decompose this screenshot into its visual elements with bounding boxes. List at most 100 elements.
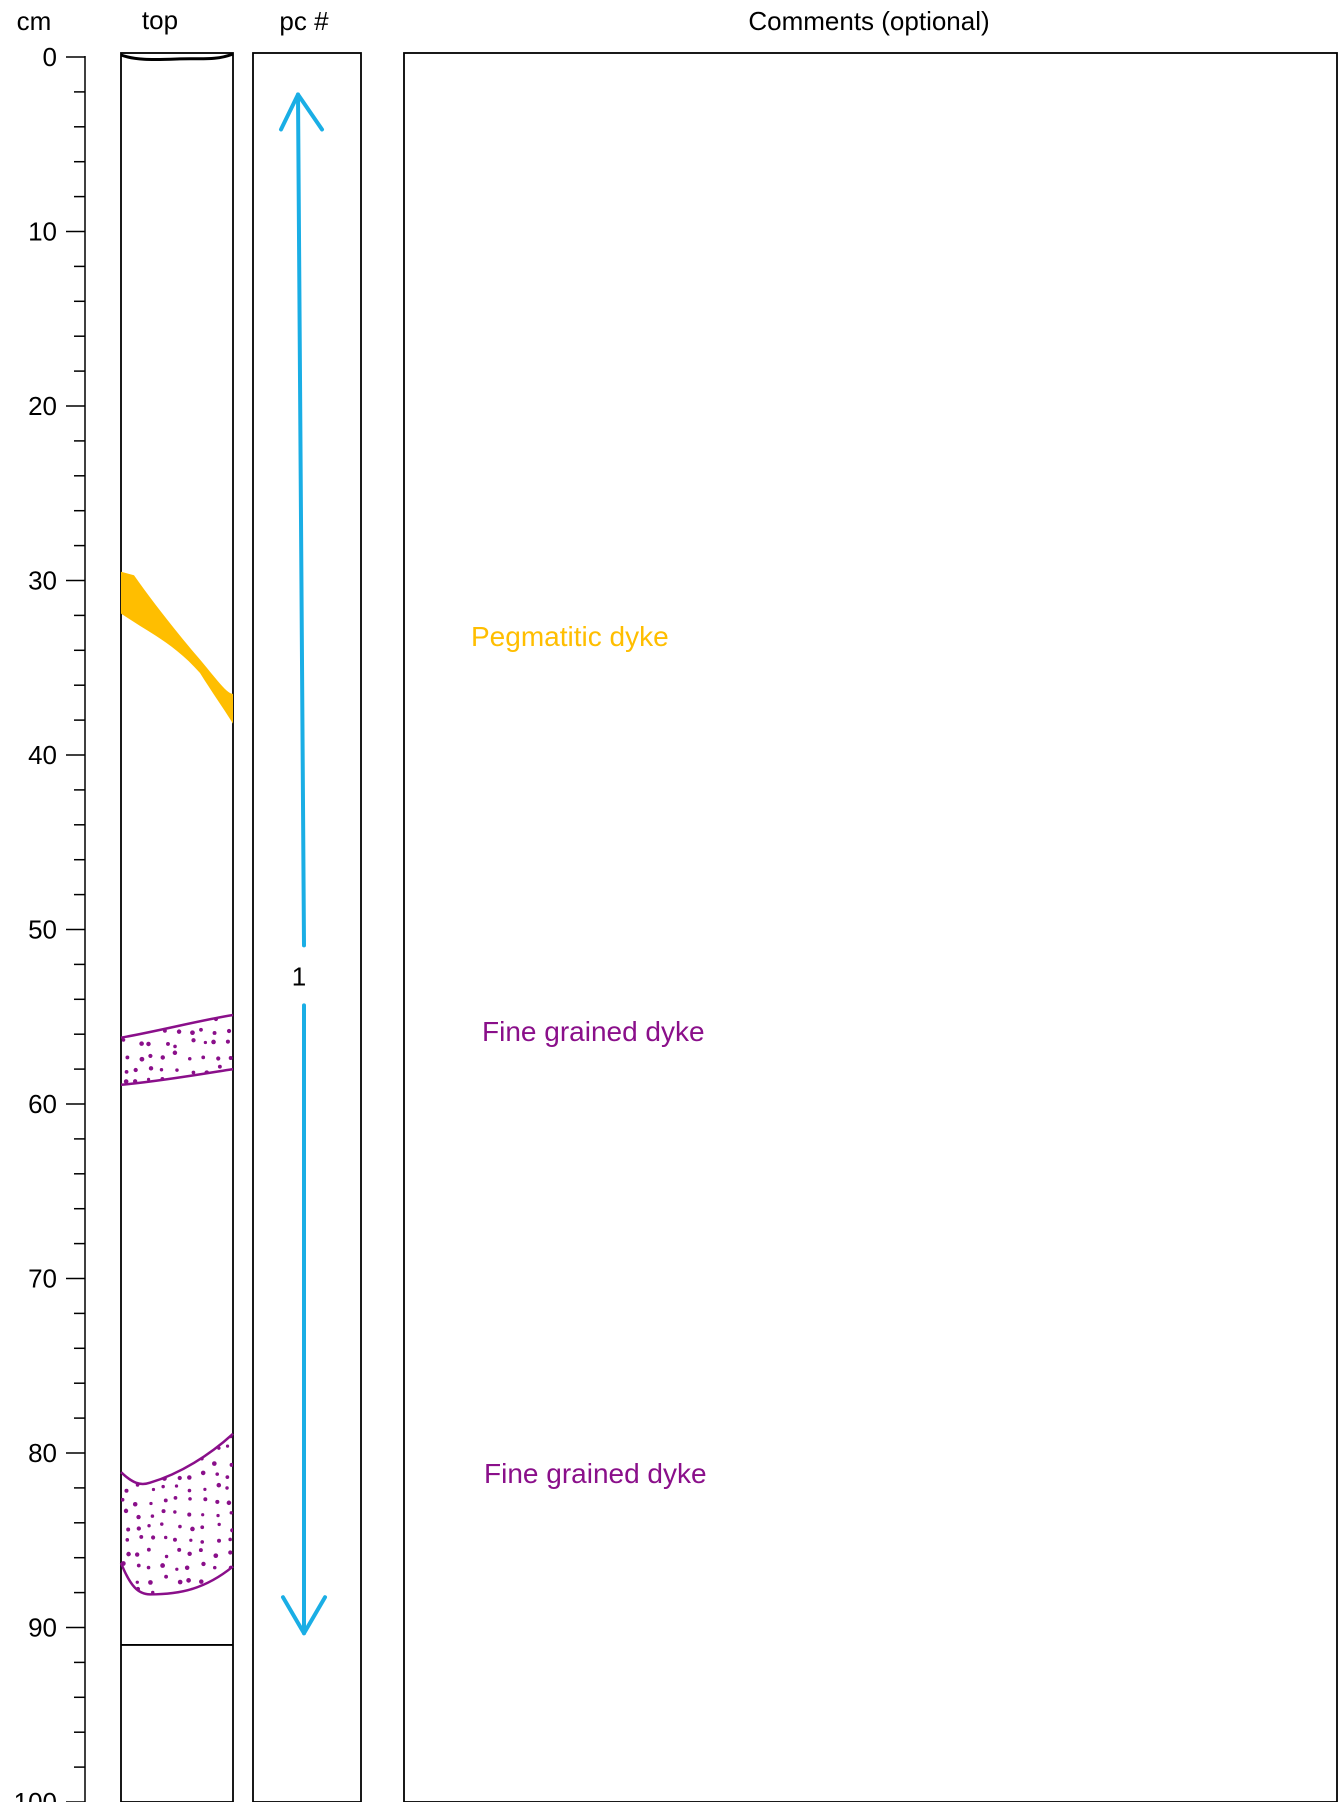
piece-column-frame (252, 52, 362, 1802)
grain-dot (172, 1050, 178, 1056)
piece-column-header: pc # (279, 6, 329, 36)
grain-dot (228, 1550, 233, 1555)
comments-column-header: Comments (optional) (748, 6, 989, 36)
grain-dot (146, 1565, 151, 1570)
grain-dot (148, 1053, 153, 1059)
depth-tick-label: 10 (28, 217, 57, 247)
dyke-bottom-contact (120, 1067, 234, 1087)
grain-dot (191, 1038, 196, 1043)
grain-dot (187, 1057, 192, 1061)
grain-dot (174, 1484, 179, 1488)
grain-dot (126, 1527, 131, 1532)
pegmatite-band (121, 571, 233, 724)
grain-dot (160, 1563, 165, 1568)
grain-dot (215, 1472, 220, 1476)
grain-dot (229, 1511, 233, 1515)
grain-dot (139, 1056, 145, 1062)
grain-dot (198, 1548, 203, 1553)
grain-dot (225, 1039, 230, 1044)
grain-dot (132, 1501, 138, 1507)
grain-dot (201, 1513, 205, 1517)
grain-dot (172, 1537, 177, 1542)
dyke-top-contact (120, 1432, 234, 1486)
grain-dot (121, 1038, 126, 1042)
grain-dot (225, 1475, 230, 1479)
grain-dot (200, 1525, 205, 1530)
grain-dot (187, 1475, 192, 1480)
arrow-down-icon (281, 1595, 327, 1636)
grain-dot (203, 1487, 207, 1491)
depth-tick-label: 20 (28, 391, 57, 421)
depth-scale: 0 10 20 30 40 50 60 70 80 90 100 (14, 42, 86, 1802)
grain-dot (211, 1461, 217, 1466)
grain-dot (139, 1534, 144, 1539)
grain-dot (159, 1068, 164, 1072)
grain-dot (187, 1512, 192, 1517)
comments-column[interactable] (403, 52, 1338, 1802)
grain-dot (217, 1538, 222, 1543)
feature-label: Pegmatitic dyke (471, 621, 669, 652)
grain-dot (146, 1547, 151, 1552)
grain-dot (216, 1482, 222, 1488)
grain-dot (173, 1496, 178, 1500)
grain-dot (228, 1056, 233, 1061)
grain-dot (164, 1574, 168, 1579)
grain-dot (188, 1497, 192, 1501)
grain-dot (136, 1526, 141, 1531)
feature-1: Pegmatitic dyke (121, 571, 669, 724)
grain-dot (173, 1510, 177, 1514)
core-top-boundary (120, 52, 234, 61)
grain-dot (124, 1069, 129, 1074)
depth-tick-label: 90 (28, 1613, 57, 1643)
grain-dot (191, 1070, 196, 1075)
grain-dot (160, 1055, 165, 1060)
grain-dot (134, 1552, 140, 1557)
grain-dot (216, 1513, 220, 1518)
grain-dot (163, 1498, 168, 1503)
grain-dot (177, 1475, 182, 1481)
piece-column: 1 (252, 52, 362, 1802)
grain-dot (187, 1488, 192, 1493)
piece-number: 1 (292, 961, 306, 991)
grain-dot (160, 1522, 164, 1526)
grain-dot (225, 1444, 230, 1448)
grain-dot (139, 1041, 144, 1046)
piece-arrow: 1 (279, 92, 327, 1636)
feature-label: Fine grained dyke (482, 1016, 705, 1047)
grain-dot (216, 1056, 221, 1061)
grain-dot (184, 1565, 190, 1571)
grain-dot (213, 1553, 219, 1559)
arrow-up-icon (279, 92, 324, 132)
grain-dot (226, 1028, 232, 1034)
grain-dot (161, 1509, 166, 1514)
grain-dot (146, 1077, 151, 1082)
grain-dot (199, 1579, 204, 1584)
grain-dot (146, 1041, 151, 1047)
grain-dot (212, 1565, 217, 1570)
grain-dot (189, 1538, 193, 1542)
depth-unit-header: cm (17, 6, 52, 36)
grain-dot (225, 1486, 229, 1490)
grain-dot (136, 1514, 141, 1520)
grain-dot (161, 1484, 165, 1489)
grain-dot (175, 1567, 179, 1571)
grain-dot (173, 1044, 177, 1049)
feature-label: Fine grained dyke (484, 1458, 707, 1489)
grain-dot (217, 1064, 222, 1069)
grain-dot (123, 1508, 129, 1514)
grain-dot (215, 1499, 220, 1504)
dyke-bottom-contact (119, 1562, 234, 1596)
grain-dot (126, 1551, 131, 1557)
grain-dot (203, 1497, 208, 1502)
grain-dot (178, 1524, 182, 1529)
depth-tick-label: 100 (14, 1787, 57, 1802)
feature-3: Fine grained dyke (119, 1432, 707, 1596)
grain-dot (125, 1055, 130, 1060)
grain-dot (151, 1487, 156, 1492)
grain-dot (124, 1488, 129, 1493)
grain-dot (133, 1067, 138, 1073)
grain-dot (176, 1029, 182, 1034)
grain-dot (175, 1068, 179, 1072)
grain-dot (186, 1578, 191, 1583)
